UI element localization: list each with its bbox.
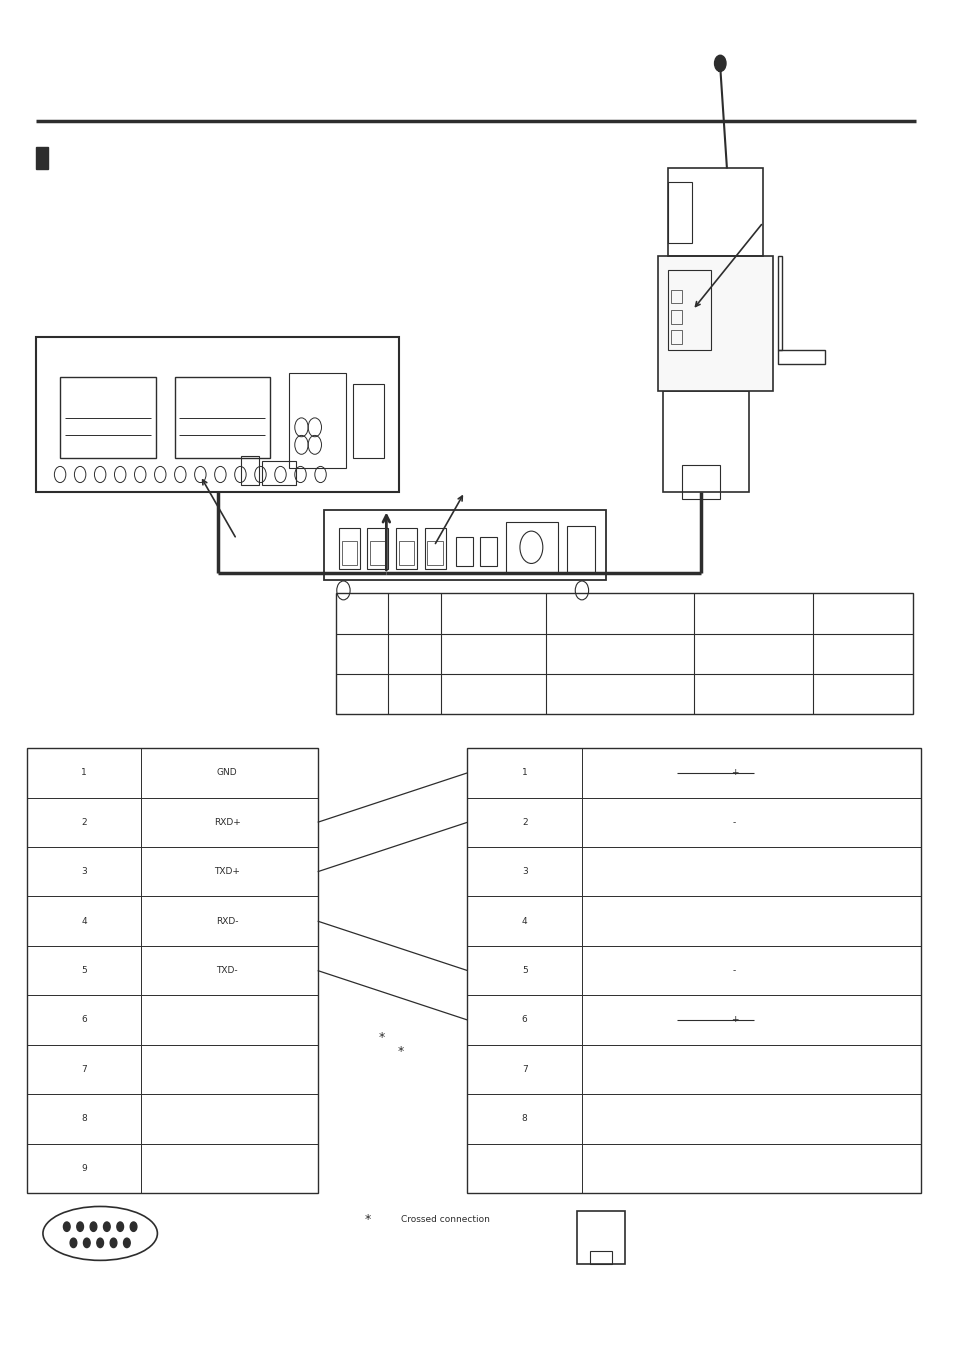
Circle shape (71, 1237, 76, 1248)
Bar (566, 526, 595, 573)
Text: 4: 4 (81, 917, 87, 926)
Bar (36, 337, 398, 492)
Text: 1: 1 (81, 768, 87, 778)
Text: 8: 8 (521, 1115, 527, 1123)
Text: 1: 1 (521, 768, 527, 778)
Bar (341, 541, 356, 565)
Text: 8: 8 (81, 1115, 87, 1123)
Bar (370, 541, 385, 565)
Bar (658, 256, 772, 391)
Bar (777, 256, 781, 350)
Bar (670, 330, 681, 344)
Text: -: - (732, 818, 736, 826)
Bar (262, 461, 295, 485)
Bar (681, 465, 720, 499)
Circle shape (124, 1237, 130, 1248)
Text: +: + (730, 768, 738, 778)
Text: 4: 4 (521, 917, 527, 926)
Bar (338, 528, 359, 569)
Circle shape (90, 1221, 97, 1232)
Text: RXD-: RXD- (215, 917, 238, 926)
Bar (398, 541, 414, 565)
Text: 6: 6 (81, 1015, 87, 1024)
Circle shape (117, 1221, 124, 1232)
Bar (289, 373, 346, 468)
Circle shape (130, 1221, 137, 1232)
Circle shape (714, 55, 725, 71)
Bar (667, 168, 762, 256)
Bar (335, 593, 912, 714)
Text: RXD+: RXD+ (213, 818, 240, 826)
Text: 2: 2 (81, 818, 87, 826)
Text: *: * (378, 1031, 384, 1045)
Circle shape (76, 1221, 84, 1232)
Bar (670, 310, 681, 324)
Bar (777, 350, 824, 364)
Bar (505, 522, 558, 573)
Bar (589, 1251, 612, 1264)
Text: -: - (732, 967, 736, 975)
Bar (36, 147, 48, 168)
Text: GND: GND (216, 768, 237, 778)
Text: TXD+: TXD+ (213, 867, 240, 876)
Text: 5: 5 (81, 967, 87, 975)
Bar (670, 290, 681, 303)
Circle shape (111, 1237, 116, 1248)
Text: 7: 7 (521, 1065, 527, 1074)
Circle shape (63, 1221, 71, 1232)
Bar (479, 537, 497, 566)
Bar (60, 377, 155, 458)
Text: 5: 5 (521, 967, 527, 975)
Bar (456, 537, 473, 566)
Text: TXD-: TXD- (216, 967, 237, 975)
Text: 6: 6 (521, 1015, 527, 1024)
Bar (424, 528, 445, 569)
Text: 2: 2 (521, 818, 527, 826)
Text: +: + (730, 1015, 738, 1024)
Circle shape (97, 1237, 104, 1248)
Text: 9: 9 (81, 1163, 87, 1173)
Bar (467, 748, 920, 1193)
Text: 7: 7 (81, 1065, 87, 1074)
Bar (353, 384, 383, 458)
Text: *: * (397, 1045, 403, 1058)
Bar (667, 182, 691, 243)
Bar (27, 748, 317, 1193)
Text: 3: 3 (81, 867, 87, 876)
Bar (367, 528, 388, 569)
Text: Crossed connection: Crossed connection (400, 1216, 489, 1224)
Bar (662, 391, 748, 492)
Bar (667, 270, 710, 350)
Circle shape (84, 1237, 91, 1248)
Text: 3: 3 (521, 867, 527, 876)
Text: *: * (364, 1213, 370, 1227)
Bar (395, 528, 416, 569)
Bar (324, 510, 605, 580)
Bar (241, 456, 258, 485)
Bar (577, 1211, 624, 1264)
Bar (427, 541, 442, 565)
Circle shape (103, 1221, 111, 1232)
Bar (174, 377, 270, 458)
